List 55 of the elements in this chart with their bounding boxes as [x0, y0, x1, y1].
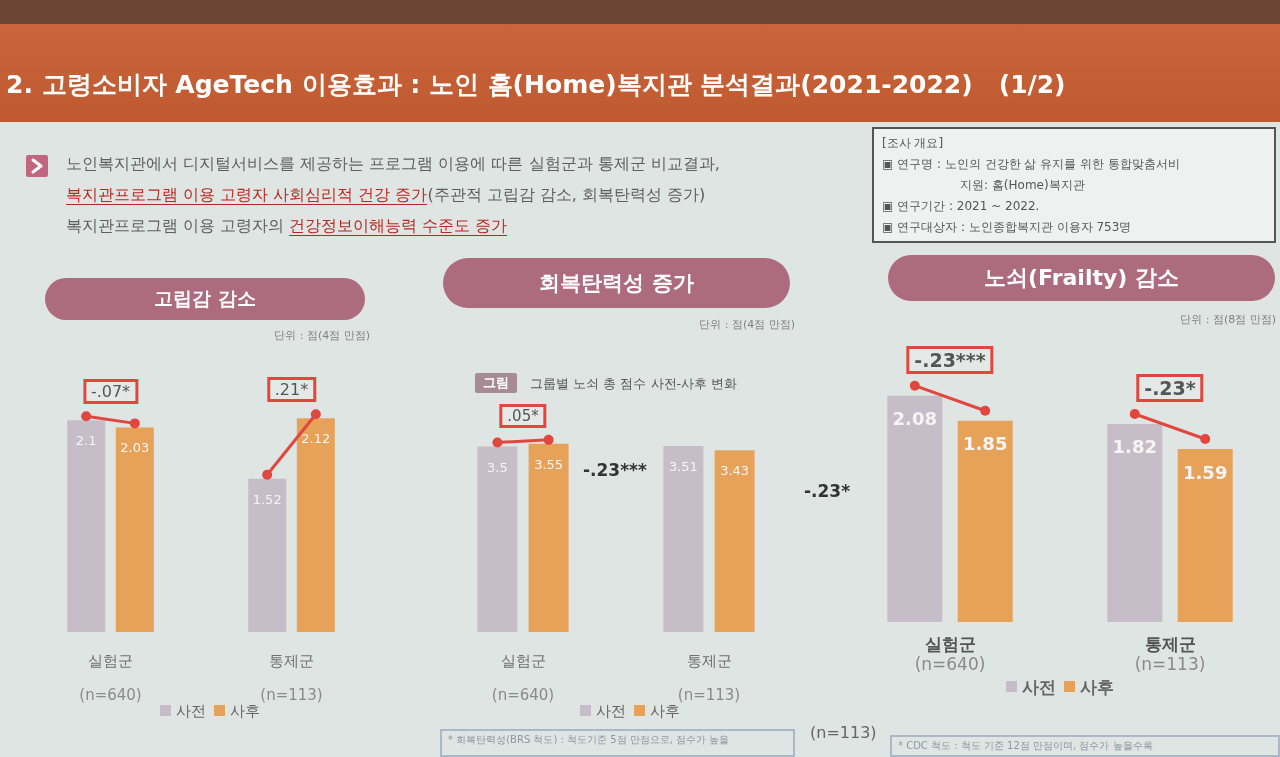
data-label: 2.12	[301, 431, 331, 447]
x-tick-label: 실험군 (n=640)	[914, 634, 986, 674]
text: 노인복지관에서 디지털서비스를 제공하는 프로그램 이용에 따른 실험군과 통제군 비교결과,	[66, 154, 720, 173]
text: * 회복탄력성(BRS 척도) : 척도기준 5점 만점으로, 점수가 높을	[440, 729, 795, 757]
data-label: 1.85	[962, 433, 1008, 455]
text: [조사 개요]	[882, 135, 945, 152]
data-label: 1.59	[1182, 461, 1228, 483]
bar	[115, 427, 154, 632]
text: (n=113)	[810, 723, 877, 742]
data-label: 3.43	[720, 463, 750, 479]
annotation: -.23*	[1136, 373, 1204, 402]
chart-subtitle: 단위 : 점(4점 만점)	[274, 328, 370, 343]
x-tick-label: 통제군 (n=113)	[677, 652, 741, 704]
legend-label: 사전	[176, 701, 206, 720]
chart-title: 회복탄력성 증가	[539, 270, 694, 297]
text: -.23***	[906, 345, 994, 374]
text: .05*	[499, 403, 547, 428]
text: 건강정보이해능력 수준도 증가	[289, 216, 508, 236]
text: 그림	[475, 373, 517, 393]
data-label: 3.55	[534, 456, 564, 472]
text: (주관적 고립감 감소, 회복탄력성 증가)	[427, 185, 706, 204]
bar	[957, 420, 1013, 622]
chart-subtitle: 단위 : 점(8점 만점)	[1180, 312, 1276, 327]
data-label: 2.03	[120, 440, 150, 456]
text: * CDC 척도 : 척도 기준 12점 만점이며, 점수가 높을수록	[890, 735, 1280, 757]
text: ▣ 연구명 : 노인의 건강한 삶 유지를 위한 통합맞춤서비	[882, 156, 1181, 173]
x-tick-label: 실험군 (n=640)	[491, 652, 555, 704]
x-tick-label: 통제군 (n=113)	[1134, 634, 1206, 674]
chart-subtitle: 단위 : 점(4점 만점)	[699, 317, 795, 332]
annotation: -.23*	[804, 481, 851, 501]
text: 복지관프로그램 이용 고령자의	[66, 216, 286, 235]
bar	[67, 420, 106, 632]
legend-label: 사전	[1022, 676, 1056, 697]
text: ▣ 연구대상자 : 노인종합복지관 이용자 753명	[882, 219, 1133, 236]
x-tick-label: 실험군 (n=640)	[79, 652, 142, 704]
bar	[248, 478, 287, 632]
text: -.07*	[82, 379, 139, 405]
x-tick-label: 통제군 (n=113)	[260, 652, 323, 704]
bar	[296, 418, 335, 632]
text: 지원: 홈(Home)복지관	[959, 177, 1086, 194]
text: 그룹별 노쇠 총 점수 사전-사후 변화	[530, 375, 738, 393]
bar	[887, 395, 943, 622]
text: 복지관프로그램 이용 고령자 사회심리적 건강 증가	[66, 185, 428, 205]
text: ▣ 연구기간 : 2021 ~ 2022.	[882, 198, 1041, 215]
legend-label: 사후	[650, 701, 680, 720]
bar	[1177, 449, 1233, 622]
legend-label: 사후	[1080, 676, 1114, 697]
bar	[1107, 423, 1163, 622]
text: .21*	[266, 377, 317, 403]
legend-label: 사전	[596, 701, 626, 720]
chart-title: 고립감 감소	[154, 286, 256, 311]
chart-title: 노쇠(Frailty) 감소	[983, 264, 1180, 292]
annotation: -.23***	[583, 460, 647, 480]
legend-label: 사후	[230, 701, 260, 720]
text: 2. 고령소비자 AgeTech 이용효과 : 노인 홈(Home)복지관 분석결과(2021-2022) (1/2)	[6, 69, 1066, 101]
